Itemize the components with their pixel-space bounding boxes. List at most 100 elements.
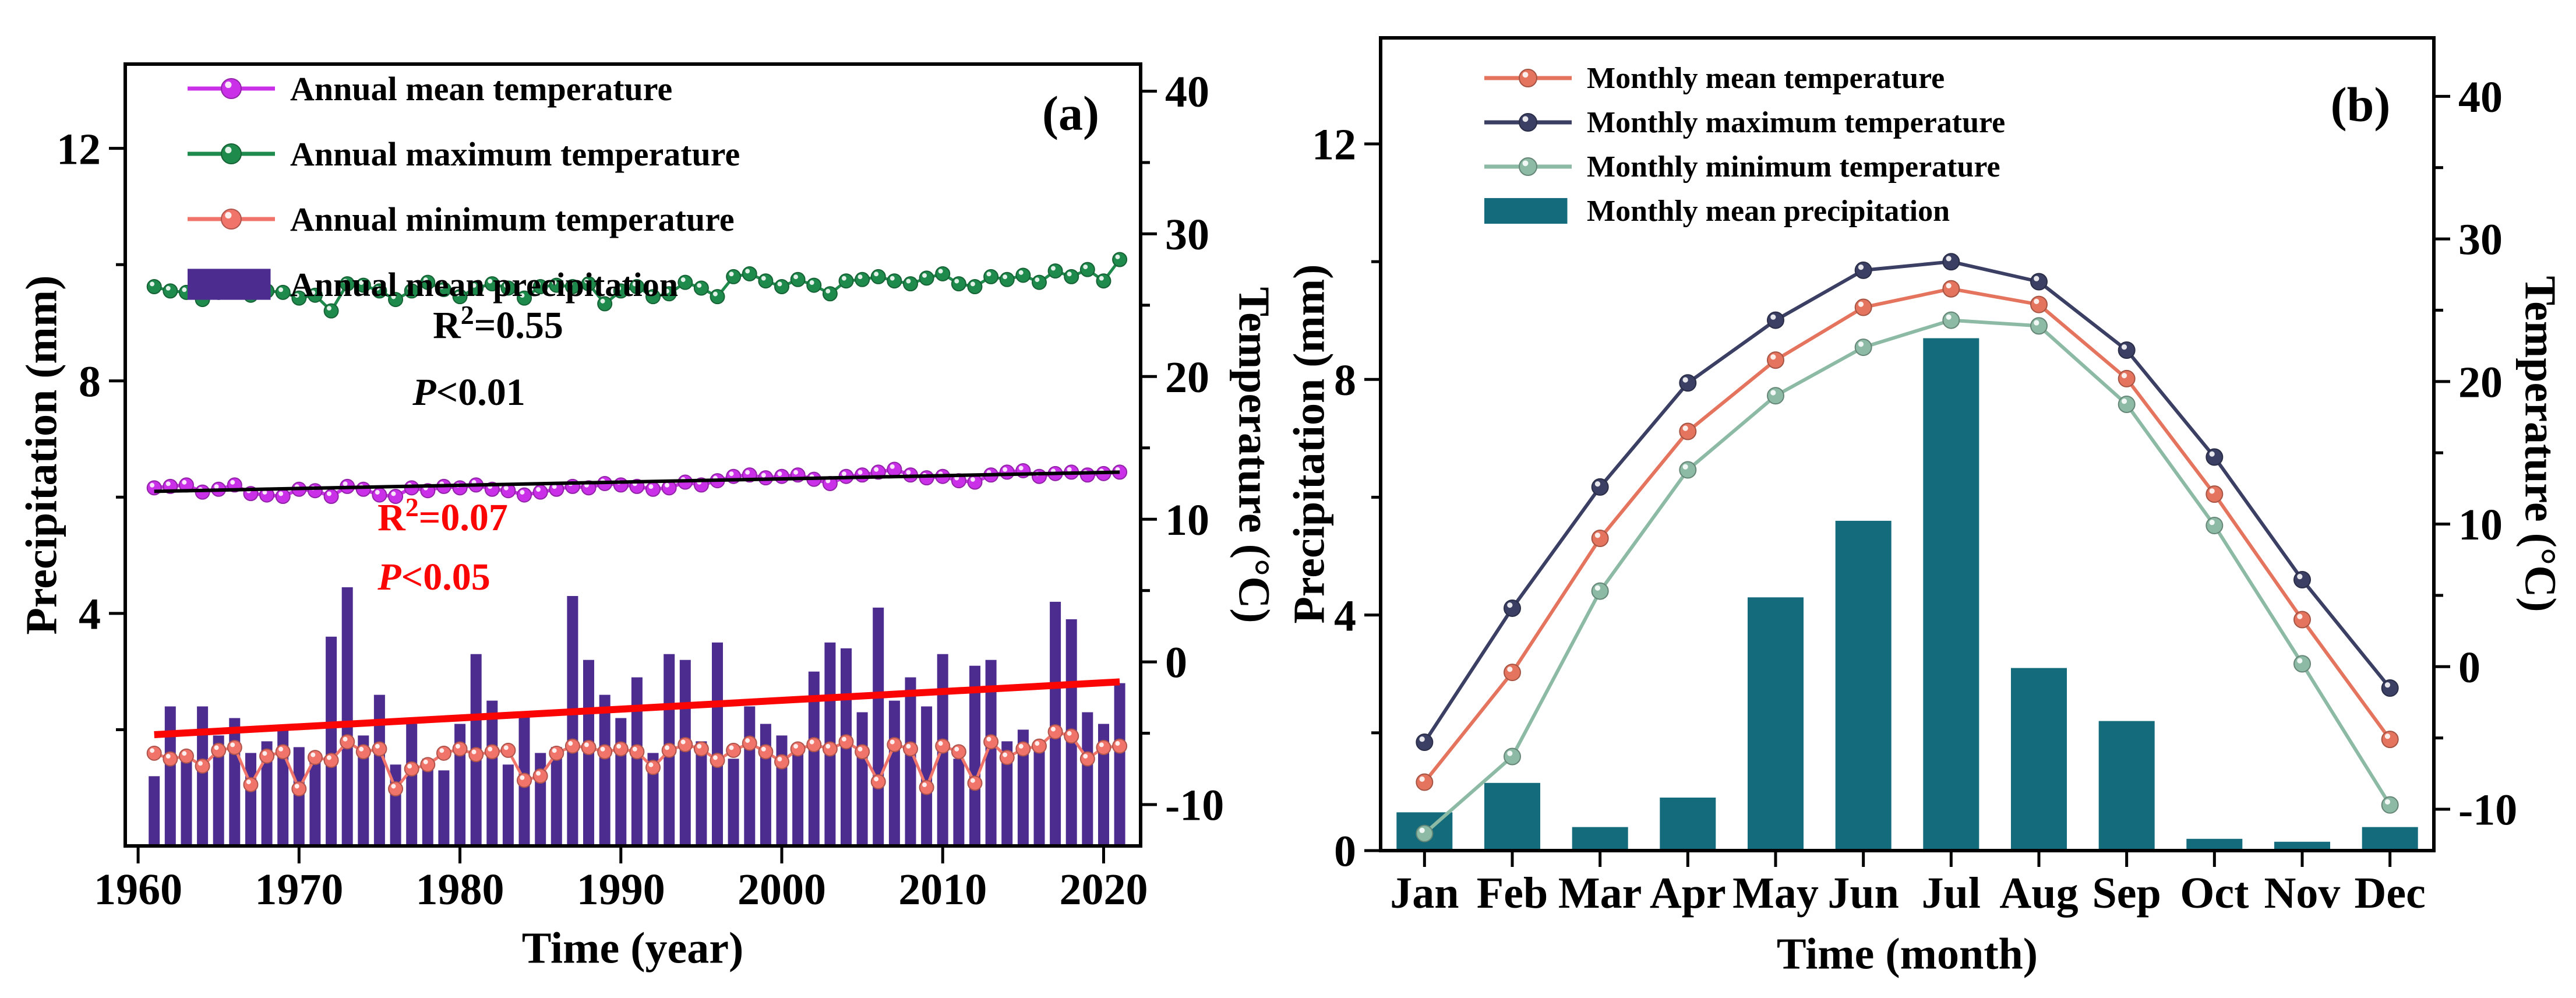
marker-highlight <box>1018 270 1024 275</box>
annual-maximum-temperature-marker <box>887 273 902 289</box>
annual-minimum-temperature-marker <box>822 741 838 757</box>
legend-item-monthly-minimum-temperature: Monthly minimum temperature <box>1484 144 2005 189</box>
marker-highlight <box>359 280 364 285</box>
right-tick-label: 10 <box>2458 500 2503 549</box>
marker-highlight <box>2384 682 2391 688</box>
bar-year-1968 <box>261 741 273 846</box>
marker-highlight <box>327 306 331 311</box>
panel-b-tag: (b) <box>2330 77 2391 132</box>
marker-highlight <box>2121 399 2127 404</box>
marker-highlight <box>150 482 155 488</box>
marker-highlight <box>225 146 232 154</box>
panel-b-x-axis-title: Time (month) <box>1776 929 2038 979</box>
marker-highlight <box>600 746 605 752</box>
marker-highlight <box>182 287 187 292</box>
bar-year-1974 <box>358 735 369 846</box>
bar-year-1989 <box>599 694 611 846</box>
annual-maximum-temperature-marker <box>1079 262 1095 277</box>
annual-minimum-temperature-marker <box>613 741 629 757</box>
marker-highlight <box>1770 314 1776 320</box>
marker-highlight <box>2034 320 2039 326</box>
bar-year-2001 <box>792 753 804 846</box>
legend-label: Monthly mean precipitation <box>1587 194 1950 228</box>
marker-highlight <box>1003 752 1008 757</box>
monthly-mean-temperature-marker <box>1679 422 1697 440</box>
annual-maximum-temperature-marker <box>790 271 806 287</box>
marker-highlight <box>182 479 187 485</box>
marker-highlight <box>1115 741 1120 746</box>
monthly-mean-temperature-marker <box>2206 485 2224 503</box>
marker-highlight <box>858 274 863 280</box>
month-tick-label: Feb <box>1477 869 1548 918</box>
bar-year-1962 <box>164 706 176 846</box>
marker-highlight <box>1858 341 1864 347</box>
annual-minimum-temperature-marker <box>790 741 806 757</box>
panel-a-axes <box>109 62 1157 863</box>
monthly-minimum-temperature-marker <box>2118 395 2136 413</box>
marker-highlight <box>761 276 766 281</box>
legend-item-monthly-maximum-temperature: Monthly maximum temperature <box>1484 100 2005 144</box>
bar-year-1963 <box>181 759 192 846</box>
annual-minimum-temperature-marker <box>146 745 162 761</box>
marker-highlight <box>1051 727 1056 732</box>
bar-year-1992 <box>647 753 659 846</box>
marker-highlight <box>2297 574 2303 580</box>
marker-highlight <box>729 271 734 277</box>
monthly-minimum-temperature-marker <box>1591 582 1609 600</box>
year-tick-label: 2010 <box>898 865 987 914</box>
legend-swatch-ball <box>1519 69 1537 87</box>
annual-minimum-temperature-marker <box>388 781 404 797</box>
marker-highlight <box>1858 264 1864 270</box>
marker-highlight <box>697 283 702 288</box>
annual-minimum-temperature-marker <box>645 760 661 775</box>
marker-highlight <box>600 298 605 304</box>
right-tick-label: -10 <box>2458 786 2517 835</box>
marker-highlight <box>680 277 686 283</box>
marker-highlight <box>2209 520 2215 526</box>
marker-highlight <box>520 775 525 780</box>
marker-highlight <box>970 477 975 482</box>
panel-a-frame <box>123 62 1142 848</box>
bar-year-1966 <box>229 718 241 846</box>
left-tick-label: 4 <box>1334 591 1356 640</box>
marker-highlight <box>809 280 814 285</box>
marker-highlight <box>825 743 831 749</box>
marker-highlight <box>2384 799 2391 805</box>
legend-item-annual-maximum-temperature: Annual maximum temperature <box>188 121 740 186</box>
monthly-maximum-temperature-marker <box>1591 478 1609 496</box>
line-ball-marker-icon <box>188 78 275 99</box>
bar-year-2013 <box>985 660 997 846</box>
marker-highlight <box>1067 467 1072 472</box>
marker-highlight <box>922 273 927 278</box>
marker-highlight <box>858 470 863 475</box>
marker-highlight <box>938 269 943 274</box>
bar-year-2002 <box>808 671 820 846</box>
legend-item-monthly-mean-temperature: Monthly mean temperature <box>1484 56 2005 100</box>
marker-highlight <box>455 743 460 749</box>
annual-minimum-temperature-marker <box>340 734 355 750</box>
marker-highlight <box>906 470 911 475</box>
marker-highlight <box>439 748 444 753</box>
panel-b: 0 4 8 12 -10 0 10 20 30 40 Jan Feb Mar Apr May Jun Jul Au… <box>1312 36 2517 918</box>
marker-highlight <box>1594 481 1601 487</box>
month-tick-label: Jun <box>1827 869 1899 918</box>
marker-highlight <box>777 756 782 761</box>
monthly-maximum-temperature-marker <box>1942 253 1960 271</box>
annual-minimum-temperature-marker <box>178 748 194 764</box>
marker-highlight <box>455 291 460 297</box>
marker-highlight <box>793 274 798 280</box>
marker-highlight <box>1522 116 1529 122</box>
marker-highlight <box>1035 277 1040 283</box>
annual-minimum-temperature-marker <box>163 751 178 767</box>
marker-highlight <box>890 739 895 745</box>
marker-highlight <box>503 283 509 288</box>
right-tick-label: 20 <box>2458 358 2503 407</box>
monthly-mean-temperature-line <box>1423 287 2392 784</box>
marker-highlight <box>1507 602 1513 608</box>
monthly-maximum-temperature-marker <box>2293 571 2311 588</box>
annual-minimum-temperature-marker <box>564 738 580 754</box>
bar-year-1995 <box>696 741 707 846</box>
bar-year-1982 <box>486 700 498 846</box>
marker-highlight <box>697 743 702 749</box>
marker-highlight <box>809 739 814 745</box>
